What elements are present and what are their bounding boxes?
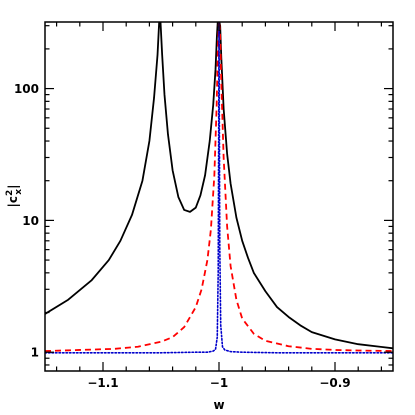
y-axis-label-end: | [6, 185, 20, 189]
x-tick-label: −1 [210, 376, 228, 390]
ticks-layer [45, 22, 393, 371]
y-axis-label: |c2x| [5, 185, 24, 208]
y-tick-label: 1 [31, 346, 39, 360]
series-layer [45, 22, 393, 354]
y-axis-label-sup: 2 [5, 190, 15, 196]
series-line-solid [45, 22, 393, 350]
x-tick-label: −1.1 [87, 376, 118, 390]
y-tick-label: 10 [22, 214, 39, 228]
series-line-dotted [45, 22, 393, 354]
x-tick-label: −0.9 [319, 376, 350, 390]
y-axis-label-sub: x [14, 189, 24, 195]
labels-layer: −1.1 −1 −0.9 1 10 100 [14, 82, 351, 390]
y-axis-label-base: |c [6, 196, 20, 208]
x-axis-label: w [213, 398, 224, 412]
series-line-dashed [45, 22, 393, 352]
y-tick-label: 100 [14, 82, 39, 96]
